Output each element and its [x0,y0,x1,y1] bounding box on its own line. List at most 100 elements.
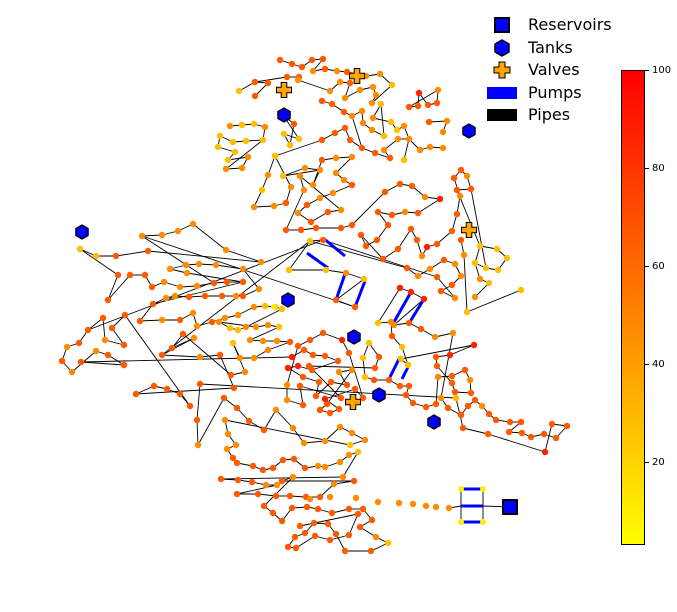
junction-node [126,271,134,279]
junction-node [77,358,85,366]
junction-node [458,519,464,525]
tank-node [75,224,89,240]
junction-node [249,462,257,470]
junction-node [310,519,318,527]
pipe [79,248,119,276]
junction-node [176,390,184,398]
junction-node [433,362,441,370]
valve-node [276,82,292,98]
junction-node [239,292,247,300]
junction-node [434,373,442,381]
junction-node [457,411,465,419]
junction-node [345,505,353,513]
junction-node [250,354,258,362]
junction-node [158,316,166,324]
junction-node [482,264,490,272]
junction-node [466,376,474,384]
junction-node [196,353,204,361]
pipe [196,383,201,421]
junction-node [275,323,283,331]
tank-node [462,123,476,139]
junction-node [306,237,314,245]
junction-node [448,227,456,235]
valve-node [349,68,365,84]
junction-node [418,252,426,260]
junction-node [328,100,336,108]
junction-node [141,271,149,279]
junction-node [250,303,258,311]
junction-node [326,409,334,417]
junction-node [343,68,351,76]
pipe [242,268,260,290]
pipe [289,123,295,146]
pipe [456,189,481,247]
junction-node [261,302,269,310]
junction-node [296,382,304,390]
junction-node [241,368,249,376]
junction-node [384,221,392,229]
pipe [267,341,291,351]
junction-node [319,329,327,337]
junction-node [485,410,493,418]
junction-node [408,182,416,190]
junction-node [421,193,429,201]
junction-node [162,294,170,302]
pipe [303,440,326,444]
junction-node [303,201,311,209]
legend-reservoirs-label: Reservoirs [528,15,612,34]
junction-node [433,273,441,281]
junction-node [324,208,332,216]
junction-node [346,79,354,87]
junction-node [548,420,556,428]
pump-edge [392,291,413,323]
pipe [249,326,280,341]
junction-node [212,261,220,269]
junction-node [374,208,382,216]
junction-node [348,112,356,120]
junction-node [369,114,377,122]
junction-node [463,308,471,316]
junction-node [208,318,216,326]
pipe [393,298,425,326]
junction-node [273,481,281,489]
pipe [544,423,553,453]
junction-node [75,339,83,347]
pipe [315,381,332,397]
junction-node [288,504,296,512]
junction-node [343,381,351,389]
junction-node [396,284,404,292]
junction-node [373,236,381,244]
junction-node [321,352,329,360]
junction-node [326,87,334,95]
junction-node [315,378,323,386]
junction-node [257,258,265,266]
pipe [377,287,401,324]
junction-node [401,208,409,216]
junction-node [214,143,222,151]
junction-node [285,266,293,274]
junction-node [339,473,347,481]
junction-node [420,295,428,303]
junction-node [262,481,270,489]
junction-node [286,492,294,500]
valve-node [461,222,477,238]
junction-node [385,376,393,384]
junction-node [405,135,413,143]
pipe [335,278,365,301]
junction-node [307,218,315,226]
junction-node [227,371,235,379]
junction-node [444,404,452,412]
junction-node [319,236,327,244]
junction-node [423,243,431,251]
junction-node [563,422,571,430]
junction-node [452,394,460,402]
junction-node [405,319,413,327]
colorbar-label: 40 [652,359,665,370]
pipe [335,156,353,174]
junction-node [432,503,440,511]
pipe-edges [61,58,568,552]
junction-node [144,247,152,255]
junction-node [380,132,388,140]
junction-node [288,353,296,361]
